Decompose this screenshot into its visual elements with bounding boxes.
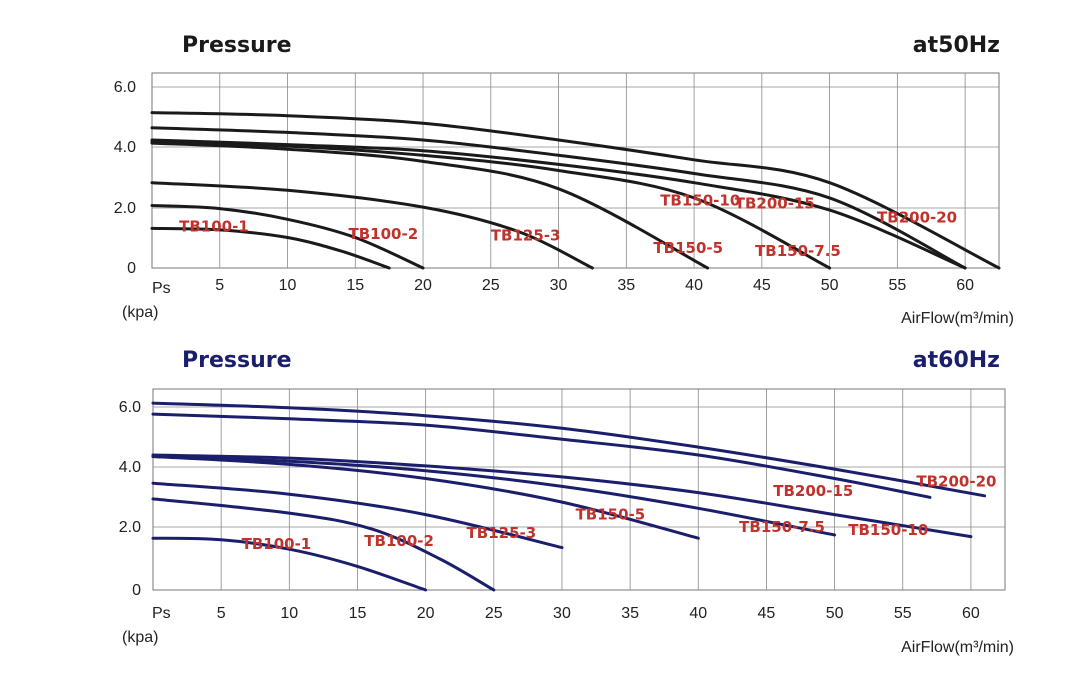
chart-subtitle: at60Hz bbox=[913, 348, 1000, 373]
x-tick-label: 25 bbox=[485, 605, 503, 622]
series-label: TB125-3 bbox=[491, 227, 561, 245]
series-label: TB150-5 bbox=[576, 505, 646, 523]
series-label: TB150-5 bbox=[653, 239, 723, 257]
series-line-tb100-1 bbox=[151, 536, 428, 592]
x-tick-label: 40 bbox=[689, 605, 707, 622]
series-line-tb150-5 bbox=[150, 141, 710, 270]
series-line-tb100-1 bbox=[150, 226, 391, 270]
x-tick-label: 50 bbox=[826, 605, 844, 622]
x-tick-label: 45 bbox=[753, 277, 771, 294]
y-tick-label: 0 bbox=[132, 582, 141, 599]
series-label: TB150-7.5 bbox=[755, 242, 841, 260]
chart-title: Pressure bbox=[182, 348, 292, 373]
x-tick-label: 30 bbox=[553, 605, 571, 622]
chart-50hz: Pressure at50Hz Ps (kpa) AirFlow(m³/min)… bbox=[114, 33, 1014, 327]
series-line-tb200-20 bbox=[150, 111, 1001, 270]
y-axis-label: Ps bbox=[152, 605, 171, 622]
y-tick-label: 4.0 bbox=[114, 139, 136, 156]
series-label: TB100-2 bbox=[349, 225, 419, 243]
x-tick-label: 15 bbox=[346, 277, 364, 294]
series-line-tb200-15 bbox=[151, 412, 932, 499]
series-label: TB200-20 bbox=[916, 472, 996, 490]
x-tick-label: 10 bbox=[280, 605, 298, 622]
chart-subtitle: at50Hz bbox=[913, 33, 1000, 58]
x-tick-label: 60 bbox=[956, 277, 974, 294]
series-line-tb125-3 bbox=[150, 181, 594, 270]
y-tick-label: 2.0 bbox=[114, 200, 136, 217]
x-tick-label: 30 bbox=[550, 277, 568, 294]
series-label: TB100-1 bbox=[179, 217, 249, 235]
series-line-tb150-10 bbox=[150, 138, 967, 270]
series-label: TB150-10 bbox=[660, 192, 740, 210]
series-line-tb200-15 bbox=[150, 126, 967, 270]
series-line-tb200-20 bbox=[151, 401, 987, 498]
x-tick-label: 35 bbox=[621, 605, 639, 622]
series-line-tb100-2 bbox=[151, 497, 496, 592]
series-label: TB200-20 bbox=[877, 208, 957, 226]
x-tick-label: 35 bbox=[617, 277, 635, 294]
x-tick-label: 25 bbox=[482, 277, 500, 294]
series-label: TB200-15 bbox=[773, 482, 853, 500]
x-tick-label: 5 bbox=[217, 605, 226, 622]
y-tick-label: 6.0 bbox=[114, 79, 136, 96]
x-tick-label: 40 bbox=[685, 277, 703, 294]
series-line-tb150-10 bbox=[151, 453, 973, 539]
x-tick-label: 20 bbox=[414, 277, 432, 294]
series-label: TB100-2 bbox=[364, 532, 434, 550]
chart-60hz: Pressure at60Hz Ps (kpa) AirFlow(m³/min)… bbox=[119, 348, 1014, 656]
chart-title: Pressure bbox=[182, 33, 292, 58]
series-line-tb125-3 bbox=[151, 481, 564, 550]
x-tick-label: 15 bbox=[349, 605, 367, 622]
series-label: TB125-3 bbox=[467, 524, 537, 542]
series-label: TB200-15 bbox=[735, 195, 815, 213]
plot-frame bbox=[151, 72, 1000, 269]
y-tick-label: 0 bbox=[127, 260, 136, 277]
x-tick-label: 10 bbox=[279, 277, 297, 294]
series-line-tb100-2 bbox=[150, 204, 425, 270]
series-label: TB150-7.5 bbox=[739, 518, 825, 536]
series-line-tb150-5 bbox=[151, 455, 700, 540]
series-label: TB150-10 bbox=[848, 521, 928, 539]
series-line-tb150-7-5 bbox=[151, 455, 837, 537]
x-tick-label: 55 bbox=[888, 277, 906, 294]
plot-frame bbox=[152, 388, 1006, 591]
y-tick-label: 6.0 bbox=[119, 399, 141, 416]
x-tick-label: 60 bbox=[962, 605, 980, 622]
x-tick-label: 20 bbox=[417, 605, 435, 622]
x-axis-label: AirFlow(m³/min) bbox=[901, 310, 1014, 327]
x-tick-label: 5 bbox=[215, 277, 224, 294]
series-label: TB100-1 bbox=[242, 535, 312, 553]
y-tick-label: 4.0 bbox=[119, 459, 141, 476]
y-axis-label: Ps bbox=[152, 280, 171, 297]
y-axis-unit: (kpa) bbox=[122, 629, 158, 646]
x-tick-label: 45 bbox=[758, 605, 776, 622]
y-axis-unit: (kpa) bbox=[122, 304, 158, 321]
y-tick-label: 2.0 bbox=[119, 519, 141, 536]
x-axis-label: AirFlow(m³/min) bbox=[901, 639, 1014, 656]
x-tick-label: 55 bbox=[894, 605, 912, 622]
x-tick-label: 50 bbox=[821, 277, 839, 294]
